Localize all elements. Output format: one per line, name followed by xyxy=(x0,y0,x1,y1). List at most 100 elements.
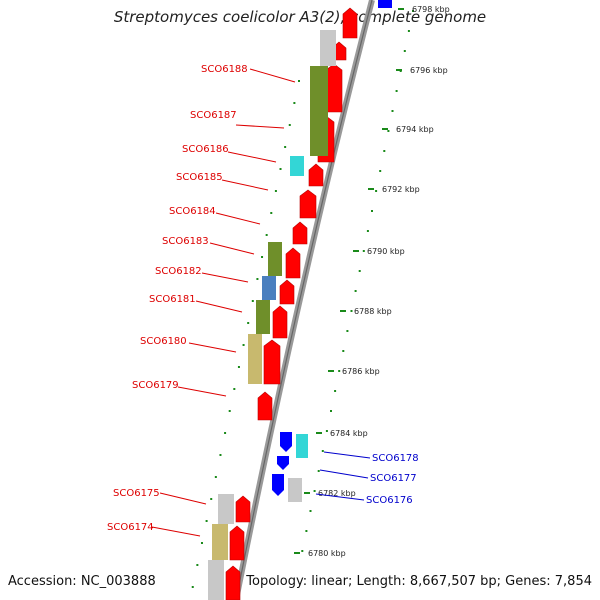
left-dot xyxy=(256,278,259,280)
left-dot xyxy=(233,388,236,390)
kbp-tick xyxy=(328,370,334,372)
category-block xyxy=(248,334,262,384)
gene-label-sco6188: SCO6188 xyxy=(201,64,248,75)
gene-leader-line xyxy=(221,179,269,191)
left-dot xyxy=(298,80,300,82)
label-layer: 6798 kbp 6796 kbp 6794 kbp 6792 kbp 6790 kbp… xyxy=(107,5,450,558)
left-dot xyxy=(247,322,250,324)
reverse-cds-arrow xyxy=(378,0,392,8)
kbp-dot xyxy=(330,410,332,412)
gene-leader-line xyxy=(209,242,255,255)
left-dot xyxy=(191,586,194,588)
gene-leader-line xyxy=(177,386,227,397)
gene-leader-line xyxy=(215,212,261,225)
gene-label-sco6187: SCO6187 xyxy=(190,110,237,121)
kbp-dot xyxy=(354,290,357,292)
kbp-tick xyxy=(316,432,322,434)
gene-leader-line xyxy=(315,493,365,501)
forward-cds-arrow xyxy=(257,391,273,421)
kbp-dot xyxy=(391,110,394,112)
feature-layer xyxy=(208,0,392,600)
kbp-dot xyxy=(371,210,373,212)
category-block xyxy=(290,156,304,176)
gene-label-sco6182: SCO6182 xyxy=(155,266,202,277)
kbp-dot xyxy=(309,510,312,512)
gene-label-sco6181: SCO6181 xyxy=(149,294,196,305)
kbp-dot xyxy=(317,470,320,472)
category-block xyxy=(268,242,282,276)
kbp-dot xyxy=(313,490,316,492)
forward-cds-arrow xyxy=(308,163,324,187)
kbp-dot xyxy=(321,450,324,452)
kbp-dot xyxy=(342,350,345,352)
kbp-tick xyxy=(304,492,310,494)
left-dot xyxy=(210,498,213,500)
gene-leader-line xyxy=(323,451,371,459)
gene-label-sco6175: SCO6175 xyxy=(113,488,160,499)
gene-leader-line xyxy=(319,469,369,479)
kbp-dot xyxy=(338,370,341,372)
accession-text: Accession: NC_003888 xyxy=(8,574,156,589)
category-block xyxy=(218,494,234,524)
kbp-label: 6790 kbp xyxy=(367,247,405,256)
kbp-tick xyxy=(294,552,300,554)
gene-label-sco6174: SCO6174 xyxy=(107,522,154,533)
kbp-dot xyxy=(301,550,304,552)
category-block xyxy=(262,276,276,300)
forward-cds-arrow xyxy=(225,565,241,600)
kbp-dot xyxy=(334,390,337,392)
forward-cds-arrow xyxy=(292,221,308,245)
forward-cds-arrow xyxy=(299,189,317,219)
kbp-label: 6784 kbp xyxy=(330,429,368,438)
kbp-tick xyxy=(396,69,402,71)
reverse-cds-arrow xyxy=(277,456,289,470)
gene-leader-line xyxy=(188,342,237,353)
gene-leader-line xyxy=(235,124,285,129)
category-block xyxy=(296,434,308,458)
category-block xyxy=(320,30,336,66)
left-dot xyxy=(219,454,222,456)
kbp-dot xyxy=(383,150,386,152)
category-block xyxy=(310,66,328,156)
kbp-label: 6796 kbp xyxy=(410,66,448,75)
kbp-dot xyxy=(305,530,308,532)
gene-label-sco6184: SCO6184 xyxy=(169,206,216,217)
category-block xyxy=(212,524,228,560)
left-dot xyxy=(224,432,227,434)
kbp-dot xyxy=(346,330,349,332)
left-dot xyxy=(288,124,291,126)
left-dot xyxy=(251,300,254,302)
left-dot xyxy=(265,234,268,236)
gene-leader-line xyxy=(151,526,201,537)
left-dot xyxy=(261,256,264,258)
gene-label-sco6186: SCO6186 xyxy=(182,144,229,155)
forward-cds-arrow xyxy=(325,63,343,113)
gene-label-sco6185: SCO6185 xyxy=(176,172,223,183)
forward-cds-arrow xyxy=(285,247,301,279)
gene-label-sco6176: SCO6176 xyxy=(366,495,413,506)
left-dot xyxy=(205,520,208,522)
left-dot xyxy=(196,564,199,566)
left-dot xyxy=(214,476,217,478)
category-block xyxy=(288,478,302,502)
left-dot xyxy=(279,168,282,170)
left-dot xyxy=(270,212,273,214)
kbp-tick xyxy=(340,310,346,312)
kbp-label: 6786 kbp xyxy=(342,367,380,376)
forward-cds-arrow xyxy=(263,339,281,385)
kbp-tick xyxy=(382,128,388,130)
kbp-dot xyxy=(350,310,353,312)
kbp-label: 6788 kbp xyxy=(354,307,392,316)
kbp-tick xyxy=(353,250,359,252)
reverse-cds-arrow xyxy=(280,432,292,452)
left-dot xyxy=(284,146,287,148)
tick-layer xyxy=(191,8,414,588)
kbp-dot xyxy=(379,170,382,172)
gene-leader-line xyxy=(249,68,296,83)
left-dot xyxy=(200,542,203,544)
gene-leader-line xyxy=(227,151,277,163)
gene-label-sco6177: SCO6177 xyxy=(370,473,417,484)
backbone-edge xyxy=(235,0,373,600)
